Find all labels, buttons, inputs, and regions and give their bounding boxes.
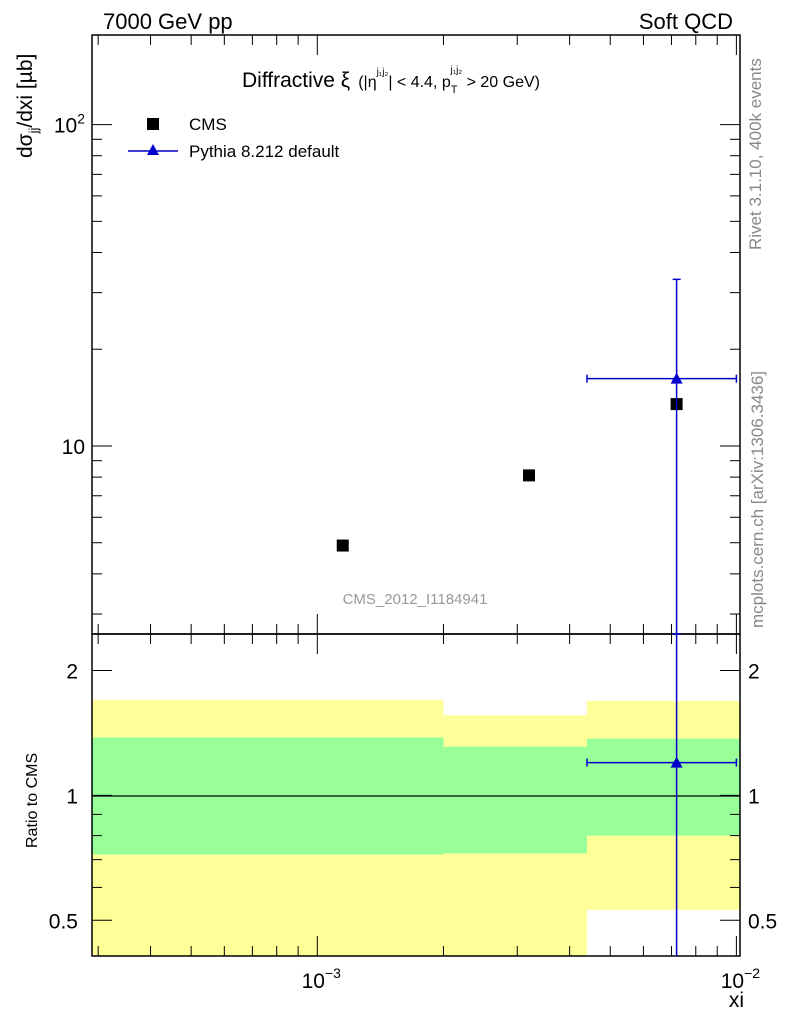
ratio-band-inner-1 <box>443 746 587 854</box>
y-tick-label: 102 <box>54 111 85 138</box>
ratio-band-inner-2 <box>586 738 740 836</box>
ratio-point <box>670 756 683 768</box>
ratio-tick-label-right: 1 <box>748 785 760 808</box>
header-right: Soft QCD <box>639 9 733 34</box>
cms-point <box>523 469 536 482</box>
data-layer <box>336 278 738 956</box>
ratio-tick-label: 0.5 <box>49 910 78 933</box>
ratio-axis-title: Ratio to CMS <box>24 753 41 848</box>
legend-cms-marker <box>147 118 159 130</box>
ratio-tick-label: 1 <box>66 785 78 808</box>
ratio-tick-label-right: 2 <box>748 661 760 684</box>
plot-title: Diffractive ξ (|ηj₁j₂| < 4.4, pTj₁j₂ > 20… <box>242 65 540 96</box>
legend-cms-label: CMS <box>189 115 227 134</box>
ratio-bands <box>92 699 740 956</box>
axis-ticks: 10 102 0.5 0.5 1 1 2 2 10−3 10−2 <box>49 35 777 993</box>
ratio-tick-label: 2 <box>66 661 78 684</box>
mcplots-label: mcplots.cern.ch [arXiv:1306.3436] <box>748 371 767 628</box>
ratio-tick-label-right: 0.5 <box>748 910 777 933</box>
x-axis-title: xi <box>729 989 744 1012</box>
x-tick-label: 10−3 <box>302 965 342 993</box>
y-tick-label: 10 <box>62 436 85 459</box>
legend-pythia-label: Pythia 8.212 default <box>189 142 340 161</box>
header-left: 7000 GeV pp <box>103 9 233 34</box>
y-axis-title: dσjj/dxi [µb] <box>14 54 41 158</box>
pythia-point <box>670 372 683 384</box>
cms-point <box>336 539 349 552</box>
rivet-label: Rivet 3.1.10, 400k events <box>746 58 765 250</box>
analysis-id: CMS_2012_I1184941 <box>343 591 488 608</box>
x-tick-label: 10−2 <box>721 965 761 993</box>
legend-pythia-marker <box>147 144 159 155</box>
